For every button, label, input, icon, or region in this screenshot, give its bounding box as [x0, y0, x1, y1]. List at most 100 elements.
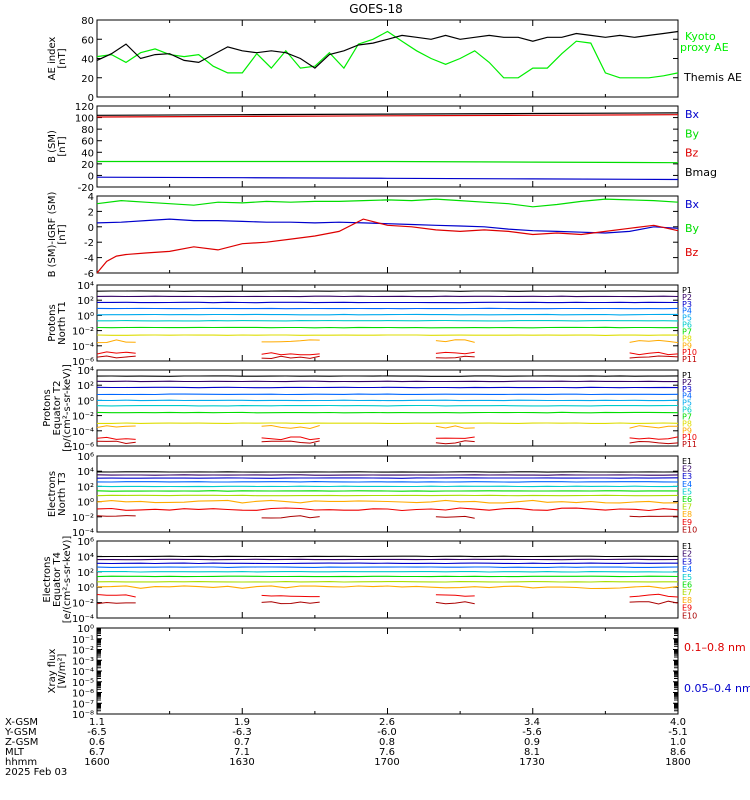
channel-legend-label: P4 [682, 307, 692, 316]
channel-line [96, 585, 679, 590]
y-tick-label: 10⁻⁴ [72, 342, 94, 353]
legend-label: proxy AE [680, 41, 729, 54]
channel-line [629, 515, 678, 518]
channel-legend-label: P9 [682, 426, 692, 435]
channel-line [96, 490, 678, 492]
channel-legend-label: E5 [682, 573, 692, 582]
y-tick-label: 10⁴ [77, 281, 94, 292]
channel-legend-label: P10 [682, 433, 697, 442]
series-line [96, 112, 679, 116]
channel-legend-label: E6 [682, 581, 692, 590]
y-axis-label: Electrons [42, 556, 53, 602]
channel-legend-label: E3 [682, 472, 692, 481]
channel-line [96, 481, 679, 483]
channel-line [435, 355, 475, 359]
y-tick-label: 10⁴ [77, 552, 94, 563]
y-tick-label: 0 [88, 93, 94, 104]
y-tick-label: 10⁰ [77, 498, 94, 509]
channel-legend-label: P7 [682, 327, 692, 336]
channel-legend-label: P5 [682, 399, 692, 408]
y-tick-label: 40 [81, 55, 94, 66]
x-row-label: Y-GSM [4, 727, 37, 738]
channel-line [96, 425, 136, 428]
x-tick-label: -6.3 [232, 727, 252, 738]
y-tick-label: 80 [81, 16, 94, 27]
y-axis-label: [W/m²] [57, 653, 68, 688]
series-line [96, 114, 679, 118]
channel-legend-label: P3 [682, 300, 692, 309]
channel-line [261, 424, 320, 430]
y-axis-label: [e/(cm²-s-sr-keV)] [62, 536, 73, 624]
y-tick-label: 10⁻⁸ [72, 710, 94, 721]
plot-title: GOES-18 [349, 2, 403, 16]
y-tick-label: 60 [81, 35, 94, 46]
channel-legend-label: E7 [682, 503, 692, 512]
channel-line [435, 594, 475, 597]
y-tick-label: -20 [78, 183, 94, 194]
channel-line [435, 436, 475, 439]
legend-label: Bmag [685, 166, 717, 179]
channel-line [96, 411, 679, 414]
y-axis-label: B (SM) [47, 130, 58, 163]
y-axis-label: Protons [47, 304, 58, 341]
channel-legend-label: E7 [682, 588, 692, 597]
x-tick-label: -6.5 [87, 727, 107, 738]
channel-line [629, 351, 679, 356]
legend-label: By [685, 127, 700, 140]
channel-line [96, 355, 136, 359]
channel-legend-label: E1 [682, 542, 692, 551]
channel-legend-label: P4 [682, 392, 692, 401]
channel-legend-label: E9 [682, 604, 692, 613]
y-tick-label: 0 [88, 223, 94, 234]
x-tick-label: 2.6 [379, 717, 395, 728]
channel-legend-label: P8 [682, 419, 692, 428]
channel-legend-label: E3 [682, 557, 692, 566]
x-tick-label: -5.1 [668, 727, 688, 738]
channel-legend-label: E4 [682, 565, 692, 574]
x-row-label: X-GSM [5, 717, 38, 728]
y-axis-label: North T1 [57, 301, 68, 345]
y-tick-label: 2 [88, 207, 94, 218]
x-tick-label: 0.6 [89, 737, 105, 748]
panel-peq: 10⁻⁶ 10⁻⁴ 10⁻² 10⁰ 10² 10⁴ Protons Equator T2 [p… [42, 364, 697, 453]
y-tick-label: 10⁻⁴ [72, 528, 94, 539]
y-tick-label: 60 [81, 137, 94, 148]
legend-label: Themis AE [683, 71, 742, 84]
x-tick-label: 0.7 [234, 737, 250, 748]
channel-line [629, 600, 679, 605]
channel-line [261, 594, 320, 598]
channel-line [435, 601, 475, 605]
channel-line [261, 339, 320, 343]
channel-line [629, 593, 679, 598]
x-row-label: 2025 Feb 03 [5, 767, 67, 778]
channel-legend-label: P2 [682, 378, 692, 387]
y-axis-label: North T3 [57, 472, 68, 516]
channel-line [96, 499, 679, 504]
y-tick-label: 10⁻³ [72, 656, 94, 667]
y-axis-label: Equator T4 [52, 552, 63, 607]
y-tick-label: 10² [77, 568, 94, 579]
x-tick-label: 1.9 [234, 717, 250, 728]
channel-legend-label: P9 [682, 341, 692, 350]
y-tick-label: 10⁻⁷ [72, 699, 94, 710]
series-line [96, 198, 679, 208]
y-tick-label: 10⁴ [77, 467, 94, 478]
channel-line [96, 477, 679, 479]
legend-label: 0.1–0.8 nm [684, 641, 746, 654]
x-tick-label: -5.6 [522, 727, 542, 738]
x-tick-label: 1700 [374, 757, 399, 768]
channel-legend-label: E9 [682, 518, 692, 527]
y-axis-label: [nT] [57, 136, 68, 156]
legend-label: Bx [685, 198, 700, 211]
channel-legend-label: P11 [682, 440, 697, 449]
y-tick-label: 10² [77, 296, 94, 307]
y-tick-label: 100 [75, 114, 94, 125]
y-tick-label: -4 [84, 254, 94, 265]
y-tick-label: 10⁶ [77, 537, 94, 548]
legend-label: Bz [685, 246, 699, 259]
channel-legend-label: E8 [682, 596, 692, 605]
channel-legend-label: E10 [682, 525, 697, 534]
channel-line [435, 425, 475, 429]
